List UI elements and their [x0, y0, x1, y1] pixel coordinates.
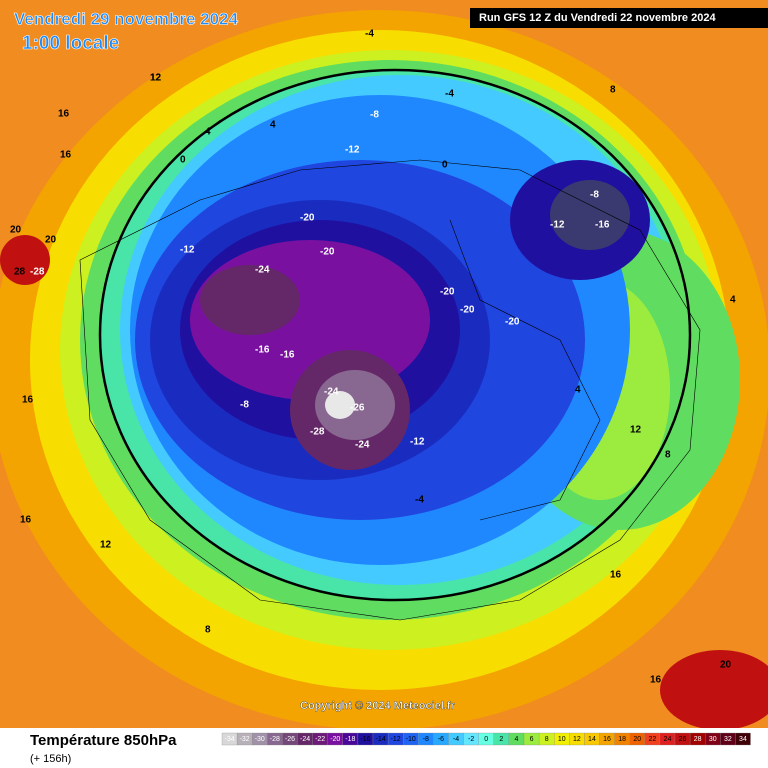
footer-title: Température 850hPa: [30, 732, 177, 749]
lead-time: (+ 156h): [30, 753, 71, 765]
contour-label: -28: [30, 267, 45, 278]
scale-label: -10: [406, 736, 416, 743]
contour-label: -8: [590, 190, 599, 201]
scale-label: -16: [360, 736, 370, 743]
contour-label: -24: [255, 265, 270, 276]
scale-label: 2: [499, 736, 503, 743]
scale-label: 22: [648, 736, 656, 743]
scale-label: -32: [240, 736, 250, 743]
scale-label: 12: [573, 736, 581, 743]
contour-label: -20: [320, 247, 335, 258]
contour-label: 20: [720, 660, 732, 671]
contour-label: -16: [255, 345, 270, 356]
scale-label: -2: [468, 736, 474, 743]
scale-label: -24: [300, 736, 310, 743]
contour-label: 16: [58, 109, 70, 120]
contour-label: 4: [575, 385, 581, 396]
scale-label: -18: [345, 736, 355, 743]
contour-label: -12: [550, 220, 565, 231]
contour-label: -26: [350, 403, 365, 414]
contour-label: 20: [45, 235, 57, 246]
time: 1:00 locale: [22, 33, 119, 54]
scale-label: -8: [423, 736, 429, 743]
contour-label: -24: [324, 387, 339, 398]
scale-label: 8: [545, 736, 549, 743]
contour-label: 28: [14, 267, 26, 278]
contour-label: 16: [650, 675, 662, 686]
scale-label: 32: [724, 736, 732, 743]
contour-label: -20: [505, 317, 520, 328]
contour-label: -4: [415, 495, 424, 506]
contour-label: -28: [310, 427, 325, 438]
contour-label: 20: [10, 225, 22, 236]
run-box: [470, 8, 768, 28]
contour-label: 12: [150, 73, 162, 84]
scale-label: 20: [633, 736, 641, 743]
contour-label: 16: [22, 395, 34, 406]
contour-label: 0: [180, 155, 186, 166]
scale-label: -26: [285, 736, 295, 743]
contour-label: -8: [370, 110, 379, 121]
contour-label: 0: [442, 160, 448, 171]
contour-label: -12: [410, 437, 425, 448]
contour-label: 8: [205, 625, 211, 636]
scale-label: -28: [270, 736, 280, 743]
scale-swatch: [735, 732, 751, 746]
contour-label: 8: [665, 450, 671, 461]
scale-label: 28: [694, 736, 702, 743]
zero-contour: [98, 68, 692, 602]
scale-label: 26: [679, 736, 687, 743]
scale-label: 10: [558, 736, 566, 743]
scale-label: -12: [391, 736, 401, 743]
scale-label: -6: [438, 736, 444, 743]
scale-label: -14: [375, 736, 385, 743]
contour-label: -20: [440, 287, 455, 298]
copyright: Copyright © 2024 Meteociel.fr: [300, 700, 456, 712]
scale-label: 6: [530, 736, 534, 743]
contour-label: 12: [100, 540, 112, 551]
color-scale: -34 -32 -30 -28 -26 -24 -22 -20 -18 -16 -14 -12 -10-…: [221, 732, 751, 746]
scale-label: 14: [588, 736, 596, 743]
contour-label: 16: [60, 150, 72, 161]
contour-label: 8: [610, 85, 616, 96]
contour-label: -12: [345, 145, 360, 156]
scale-label: 34: [739, 736, 747, 743]
contour-label: 16: [20, 515, 32, 526]
contour-labels: 16 12 4 0 -4 -8 -12 -16 -20 -24 -28 -20 -24 -20 -20 -20…: [10, 29, 736, 686]
contour-label: -16: [595, 220, 610, 231]
run-info: Run GFS 12 Z du Vendredi 22 novembre 202…: [479, 12, 716, 24]
header: Vendredi 29 novembre 2024 1:00 locale Ru…: [14, 8, 768, 54]
scale-label: -22: [315, 736, 325, 743]
scale-label: 18: [618, 736, 626, 743]
coastlines: [79, 159, 701, 621]
scale-label: 24: [664, 736, 672, 743]
temperature-field: [0, 10, 768, 730]
contour-label: -12: [180, 245, 195, 256]
contour-label: -20: [460, 305, 475, 316]
scale-label: 30: [709, 736, 717, 743]
contour-label: 4: [730, 295, 736, 306]
contour-label: -24: [355, 440, 370, 451]
contour-label: 12: [150, 73, 162, 84]
contour-label: 4: [205, 127, 211, 138]
contour-label: -16: [280, 350, 295, 361]
scale-label: 4: [514, 736, 518, 743]
scale-label: -34: [224, 736, 234, 743]
contour-label: -8: [240, 400, 249, 411]
contour-label: 4: [270, 120, 276, 131]
scale-label: -20: [330, 736, 340, 743]
scale-label: 16: [603, 736, 611, 743]
scale-label: 0: [484, 736, 488, 743]
contour-label: -4: [365, 29, 374, 40]
contour-label: -20: [300, 213, 315, 224]
contour-label: 16: [610, 570, 622, 581]
scale-label: -4: [453, 736, 459, 743]
contour-label: 12: [630, 425, 642, 436]
contour-label: -4: [445, 89, 454, 100]
scale-label: -30: [255, 736, 265, 743]
date: Vendredi 29 novembre 2024: [14, 9, 238, 28]
